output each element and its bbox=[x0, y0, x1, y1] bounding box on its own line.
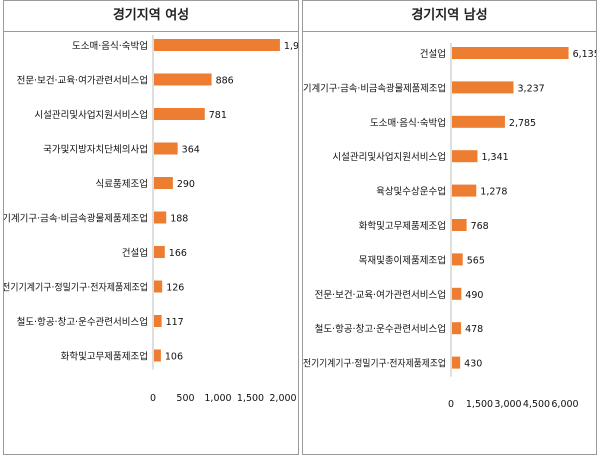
male-chart-panel: 경기지역 남성 건설업 6,135 기계기구·금속·비금속광물제품제조업 3,237 도… bbox=[302, 0, 597, 455]
male-value-label: 478 bbox=[465, 324, 483, 335]
male-category-label: 도소매·음식·숙박업 bbox=[370, 117, 446, 129]
male-category-label: 육상및수상운수업 bbox=[376, 186, 446, 198]
male-value-label: 6,135 bbox=[573, 49, 596, 60]
female-category-label: 국가및지방자치단체의사업 bbox=[43, 144, 148, 156]
male-category-label: 철도·항공·창고·운수관련서비스업 bbox=[315, 323, 446, 335]
female-bar bbox=[154, 177, 173, 189]
female-x-tick-label: 1,000 bbox=[204, 393, 231, 404]
female-value-label: 886 bbox=[216, 76, 234, 87]
female-bar bbox=[154, 211, 167, 224]
female-category-label: 전기기계기구·정밀기구·전자제품제조업 bbox=[4, 282, 148, 294]
female-value-label: 290 bbox=[177, 179, 195, 190]
female-x-tick-label: 0 bbox=[150, 393, 156, 404]
female-bar bbox=[154, 73, 212, 86]
male-bar bbox=[452, 253, 463, 266]
male-bar bbox=[452, 287, 462, 300]
male-category-label: 전기기계기구·정밀기구·전자제품제조업 bbox=[303, 358, 446, 370]
female-bar bbox=[154, 246, 165, 258]
male-category-label: 기계기구·금속·비금속광물제품제조업 bbox=[303, 82, 446, 94]
female-category-label: 철도·항공·창고·운수관련서비스업 bbox=[17, 316, 148, 328]
male-value-label: 490 bbox=[465, 290, 483, 301]
male-x-tick-label: 4,500 bbox=[523, 399, 550, 410]
male-category-label: 건설업 bbox=[420, 48, 446, 60]
male-value-label: 1,341 bbox=[481, 152, 508, 163]
male-value-label: 430 bbox=[464, 359, 482, 370]
male-category-label: 목재및종이제품제조업 bbox=[359, 254, 446, 266]
female-value-label: 364 bbox=[182, 145, 200, 156]
female-category-label: 식료품제조업 bbox=[96, 178, 148, 190]
female-chart-title: 경기지역 여성 bbox=[4, 1, 298, 32]
male-bar bbox=[452, 184, 477, 197]
male-bar bbox=[452, 150, 478, 163]
male-category-label: 전문·보건·교육·여가관련서비스업 bbox=[315, 289, 446, 301]
female-value-label: 117 bbox=[166, 317, 184, 328]
male-bar bbox=[452, 81, 514, 94]
female-bar bbox=[154, 315, 162, 327]
male-category-label: 화학및고무제품제조업 bbox=[359, 220, 446, 232]
female-category-label: 전문·보건·교육·여가관련서비스업 bbox=[17, 75, 148, 87]
female-value-label: 1,937 bbox=[284, 41, 298, 52]
male-value-label: 565 bbox=[467, 255, 485, 266]
male-x-tick-label: 6,000 bbox=[551, 399, 578, 410]
female-value-label: 781 bbox=[209, 110, 227, 121]
male-value-label: 2,785 bbox=[509, 118, 536, 129]
female-x-tick-label: 1,500 bbox=[237, 393, 264, 404]
male-category-label: 시설관리및사업지원서비스업 bbox=[332, 151, 446, 163]
female-bar bbox=[154, 39, 280, 51]
male-chart-title: 경기지역 남성 bbox=[303, 1, 596, 32]
female-value-label: 166 bbox=[169, 248, 187, 259]
male-x-tick-label: 0 bbox=[448, 399, 454, 410]
female-value-label: 188 bbox=[170, 214, 188, 225]
male-bar bbox=[452, 115, 505, 128]
female-category-label: 화학및고무제품제조업 bbox=[61, 351, 148, 363]
female-category-label: 기계기구·금속·비금속광물제품제조업 bbox=[4, 213, 148, 225]
female-bar bbox=[154, 108, 205, 120]
female-category-label: 건설업 bbox=[122, 247, 148, 259]
female-category-label: 도소매·음식·숙박업 bbox=[72, 40, 148, 52]
female-category-label: 시설관리및사업지원서비스업 bbox=[34, 109, 148, 121]
male-bar bbox=[452, 47, 569, 59]
male-bar bbox=[452, 219, 467, 231]
female-bar-chart: 도소매·음식·숙박업 1,937 전문·보건·교육·여가관련서비스업 886 시설관리및… bbox=[4, 35, 298, 404]
female-x-tick-label: 500 bbox=[176, 393, 194, 404]
female-bar bbox=[154, 142, 178, 155]
male-value-label: 768 bbox=[471, 221, 489, 232]
female-chart-panel: 경기지역 여성 도소매·음식·숙박업 1,937 전문·보건·교육·여가관련서비스업… bbox=[3, 0, 299, 455]
male-value-label: 1,278 bbox=[480, 187, 507, 198]
female-bar bbox=[154, 280, 163, 293]
male-value-label: 3,237 bbox=[518, 83, 545, 94]
male-x-tick-label: 3,000 bbox=[494, 399, 521, 410]
female-value-label: 126 bbox=[166, 283, 184, 294]
female-bar bbox=[154, 349, 161, 362]
female-value-label: 106 bbox=[165, 352, 183, 363]
male-bar bbox=[452, 322, 462, 335]
male-x-tick-label: 1,500 bbox=[466, 399, 493, 410]
male-bar bbox=[452, 356, 461, 369]
male-bar-chart: 건설업 6,135 기계기구·금속·비금속광물제품제조업 3,237 도소매·음식·숙박… bbox=[303, 43, 596, 410]
female-x-tick-label: 2,000 bbox=[269, 393, 296, 404]
